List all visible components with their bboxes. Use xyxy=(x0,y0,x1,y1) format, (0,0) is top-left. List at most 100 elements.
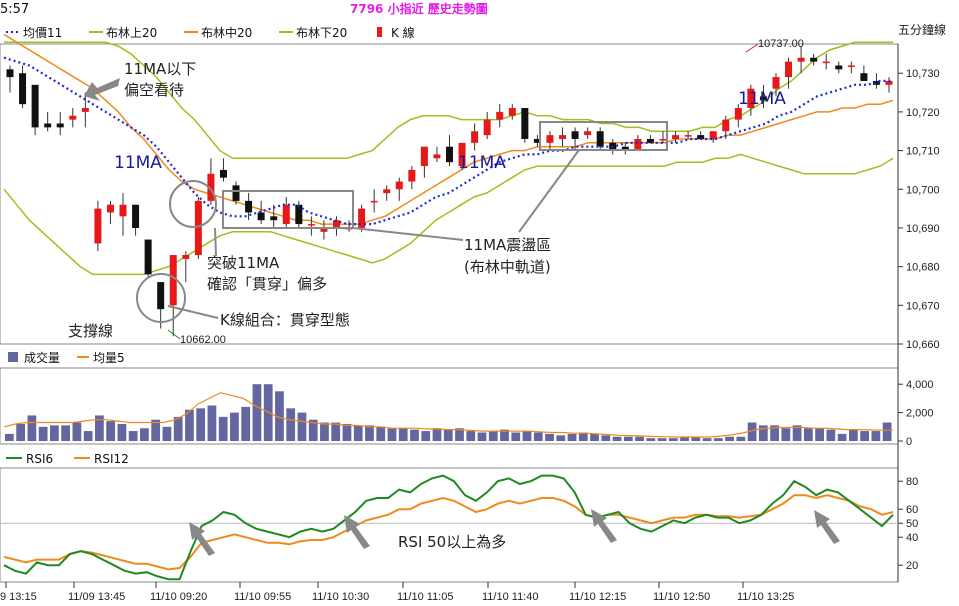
candle-body xyxy=(433,154,441,159)
volume-bar xyxy=(353,425,363,441)
volume-bar xyxy=(556,435,566,441)
volume-bar xyxy=(207,405,217,441)
y-tick-label: 10,690 xyxy=(906,223,940,235)
candle-body xyxy=(320,227,328,232)
ma-label: 11MA xyxy=(738,89,786,109)
leader-line xyxy=(352,227,464,241)
time-axis: 9 13:15 11/09 13:45 11/10 09:20 11/10 09:55… xyxy=(0,582,794,603)
y-tick-label: 4,000 xyxy=(906,379,934,391)
price-axis: 10,730 10,720 10,710 10,700 10,690 10,680 10,6… xyxy=(898,68,940,351)
candle-body xyxy=(872,80,880,85)
candle-body xyxy=(797,57,805,62)
candle-body xyxy=(69,115,77,120)
volume-bar xyxy=(781,428,791,441)
leader-line xyxy=(214,227,217,257)
volume-bar xyxy=(545,433,554,441)
candle-body xyxy=(106,204,114,213)
candle-body xyxy=(860,73,868,81)
volume-bar xyxy=(736,436,746,441)
volume-bar xyxy=(398,428,408,441)
candle-body xyxy=(659,138,667,141)
volume-bar xyxy=(151,419,161,441)
candle-body xyxy=(835,65,843,70)
volume-bar xyxy=(871,431,881,441)
volume-bar xyxy=(365,425,374,441)
volume-bar xyxy=(826,429,836,441)
low-marker: 10662.00 xyxy=(180,334,226,346)
volume-bar xyxy=(117,423,127,441)
legend-label: RSI6 xyxy=(26,452,53,466)
candle-body xyxy=(132,204,140,228)
candle-body xyxy=(245,200,253,213)
y-tick-label: 20 xyxy=(906,560,918,572)
legend-label: RSI12 xyxy=(94,452,129,466)
candle-body xyxy=(672,135,680,139)
volume-bar xyxy=(275,391,284,441)
legend-label: 成交量 xyxy=(24,350,60,365)
candle-body xyxy=(709,131,717,139)
volume-bar xyxy=(50,425,59,441)
legend-label: 均量5 xyxy=(93,351,125,365)
candle-body xyxy=(395,181,403,190)
candle-body xyxy=(559,135,567,139)
volume-bar xyxy=(567,433,577,441)
annotation-text: RSI 50以上為多 xyxy=(398,533,506,551)
y-tick-label: 10,730 xyxy=(906,68,940,80)
y-tick-label: 80 xyxy=(906,476,918,488)
volume-bar xyxy=(443,429,453,441)
clock-text: 5:57 xyxy=(0,2,29,17)
volume-bar xyxy=(5,433,14,441)
legend-swatch xyxy=(377,27,382,37)
x-tick-label: 11/10 10:30 xyxy=(312,591,369,603)
candle-body xyxy=(483,119,491,136)
annotation-text: (布林中軌道) xyxy=(464,258,551,276)
candle-body xyxy=(307,224,315,226)
rsi-series xyxy=(3,474,894,581)
volume-bar xyxy=(16,423,26,441)
y-tick-label: 10,700 xyxy=(906,184,940,196)
volume-bar xyxy=(410,429,419,441)
volume-bar xyxy=(691,436,701,441)
candle-body xyxy=(772,77,780,89)
volume-bar xyxy=(185,409,194,441)
legend-label: K 線 xyxy=(391,25,415,40)
volume-bar xyxy=(882,422,892,441)
candle-body xyxy=(471,131,479,143)
candle-body xyxy=(295,204,303,225)
candle-body xyxy=(219,169,227,178)
candle-body xyxy=(684,135,692,137)
arrow-icon xyxy=(344,515,370,549)
volume-bar xyxy=(162,426,172,441)
volume-bar xyxy=(770,425,779,441)
candle-body xyxy=(697,135,705,139)
bollinger-lower xyxy=(3,153,894,276)
candle-body xyxy=(157,282,165,310)
rsi-legend: RSI6 RSI12 xyxy=(6,452,129,466)
candle-body xyxy=(446,146,453,163)
volume-bar xyxy=(387,428,397,441)
candle-body xyxy=(56,123,64,128)
ma-label: 11MA xyxy=(114,153,162,173)
candle-body xyxy=(358,208,366,228)
candle-body xyxy=(722,119,730,132)
candle-body xyxy=(144,239,152,275)
volume-bar xyxy=(140,428,149,441)
arrow-icon xyxy=(189,522,215,556)
volume-bar xyxy=(758,425,768,441)
volume-ma5-line xyxy=(3,392,893,438)
annotation-text: 突破11MA xyxy=(207,254,280,272)
annotation-text: 11MA以下 xyxy=(124,60,196,78)
volume-bar xyxy=(342,423,352,441)
consolidation-box-1 xyxy=(222,190,354,229)
y-tick-label: 0 xyxy=(906,436,912,448)
y-tick-label: 10,670 xyxy=(906,300,940,312)
volume-ma5-series xyxy=(3,392,893,438)
candle-body xyxy=(634,138,642,151)
ma11-series xyxy=(3,56,893,226)
volume-bar xyxy=(128,431,138,441)
candle-body xyxy=(508,108,516,116)
volume-bar xyxy=(590,433,599,441)
volume-bar xyxy=(803,428,813,441)
x-tick-label: 9 13:15 xyxy=(0,591,37,603)
volume-bar xyxy=(623,436,633,441)
